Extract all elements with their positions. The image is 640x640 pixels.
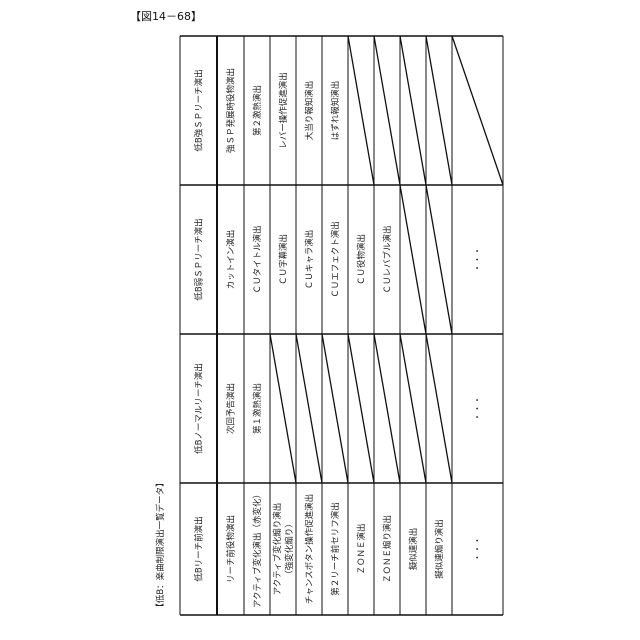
effect-cell: 強ＳＰ発展時役物演出 <box>226 68 237 153</box>
effect-cell: 大当り報知演出 <box>304 81 315 141</box>
effect-cell: レバー操作促進演出 <box>278 72 289 149</box>
slash-empty-cell <box>374 334 400 483</box>
ellipsis-cell: ・・・ <box>474 396 484 422</box>
slash-empty-cell <box>426 36 452 185</box>
effect-cell: ＺＯＮＥ演出 <box>356 523 367 574</box>
table-caption: 【低B：楽曲制限演出一覧データ】 <box>155 478 166 611</box>
slash-empty-cell <box>348 334 374 483</box>
effect-cell: ＣＵレバブル演出 <box>382 225 393 293</box>
effect-cell: 第１激熱演出 <box>252 383 263 434</box>
slash-empty-cell <box>426 185 452 334</box>
slash-empty-cell <box>374 36 400 185</box>
slash-empty-cell <box>400 185 426 334</box>
effect-cell: リーチ前役物演出 <box>226 515 237 583</box>
effect-cell: 擬似連演出 <box>408 528 419 571</box>
slash-empty-cell <box>400 334 426 483</box>
slash-empty-cell <box>426 334 452 483</box>
effect-cell: ＣＵ役物演出 <box>356 234 367 285</box>
effect-cell: 第２激熱演出 <box>252 85 263 136</box>
effect-cell: アクティブ変化演出（赤変化） <box>252 490 263 608</box>
section-header: 低B強ＳＰリーチ演出 <box>194 69 205 151</box>
effect-cell: カットイン演出 <box>226 230 237 290</box>
effect-list-table: 【低B：楽曲制限演出一覧データ】 低Bリーチ前演出 リーチ前役物演出 アクティブ変化演… <box>0 0 640 640</box>
effect-cell: 擬似連煽り演出 <box>434 519 445 579</box>
effect-cell: はずれ報知演出 <box>330 81 341 141</box>
slash-empty-cell <box>322 334 348 483</box>
slash-empty-cell <box>452 36 503 185</box>
effect-cell: ＣＵ字幕演出 <box>278 234 289 285</box>
ellipsis-cell: ・・・ <box>474 536 484 562</box>
effect-cell: ＣＵエフェクト演出 <box>330 221 341 298</box>
section-header: 低B弱ＳＰリーチ演出 <box>194 218 205 300</box>
effect-cell: チャンスボタン操作促進演出 <box>304 494 315 604</box>
slash-empty-cell <box>296 334 322 483</box>
ellipsis-cell: ・・・ <box>474 247 484 273</box>
effect-cell: ＺＯＮＥ煽り演出 <box>382 515 393 583</box>
effect-cell: 次回予告演出 <box>226 383 237 434</box>
effect-cell: ＣＵキャラ演出 <box>304 230 315 290</box>
section-header: 低Bリーチ前演出 <box>194 516 205 581</box>
slash-empty-cell <box>270 334 296 483</box>
effect-cell: ＣＵタイトル演出 <box>252 225 263 293</box>
slash-empty-cell <box>348 36 374 185</box>
effect-cell: アクティブ変化煽り演出（強変化煽り） <box>272 503 295 596</box>
effect-cell: 第２リーチ前セリフ演出 <box>330 502 341 596</box>
section-header: 低Bノーマルリーチ演出 <box>194 363 205 454</box>
slash-empty-cell <box>400 36 426 185</box>
